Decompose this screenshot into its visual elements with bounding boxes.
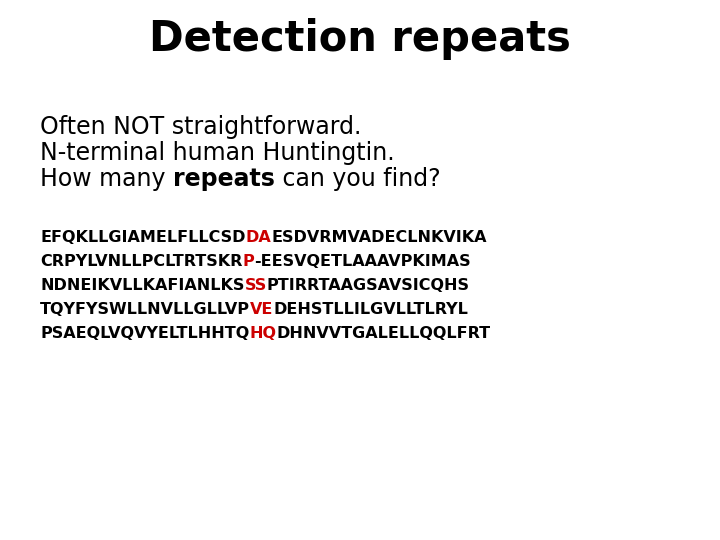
Text: DEHSTLLILGVLLTLRYL: DEHSTLLILGVLLTLRYL: [274, 302, 468, 317]
Text: PSAEQLVQVYELTLHHTQ: PSAEQLVQVYELTLHHTQ: [40, 326, 249, 341]
Text: PTIRRTAAGSAVSICQHS: PTIRRTAAGSAVSICQHS: [266, 278, 469, 293]
Text: P: P: [243, 254, 254, 269]
Text: EFQKLLGIAMELFLLCSD: EFQKLLGIAMELFLLCSD: [40, 230, 246, 245]
Text: How many: How many: [40, 167, 173, 191]
Text: TQYFYSWLLNVLLGLLVP: TQYFYSWLLNVLLGLLVP: [40, 302, 250, 317]
Text: Detection repeats: Detection repeats: [149, 18, 571, 60]
Text: SS: SS: [244, 278, 266, 293]
Text: ESDVRMVADECLNKVIKA: ESDVRMVADECLNKVIKA: [271, 230, 487, 245]
Text: -EESVQETLAAAVPKIMAS: -EESVQETLAAAVPKIMAS: [254, 254, 471, 269]
Text: N-terminal human Huntingtin.: N-terminal human Huntingtin.: [40, 141, 395, 165]
Text: HQ: HQ: [249, 326, 276, 341]
Text: Often NOT straightforward.: Often NOT straightforward.: [40, 115, 361, 139]
Text: NDNEIKVLLKAFIANLKS: NDNEIKVLLKAFIANLKS: [40, 278, 244, 293]
Text: repeats: repeats: [173, 167, 275, 191]
Text: DHNVVTGALELLQQLFRT: DHNVVTGALELLQQLFRT: [276, 326, 490, 341]
Text: VE: VE: [250, 302, 274, 317]
Text: DA: DA: [246, 230, 271, 245]
Text: can you find?: can you find?: [275, 167, 441, 191]
Text: CRPYLVNLLPCLTRTSKR: CRPYLVNLLPCLTRTSKR: [40, 254, 243, 269]
